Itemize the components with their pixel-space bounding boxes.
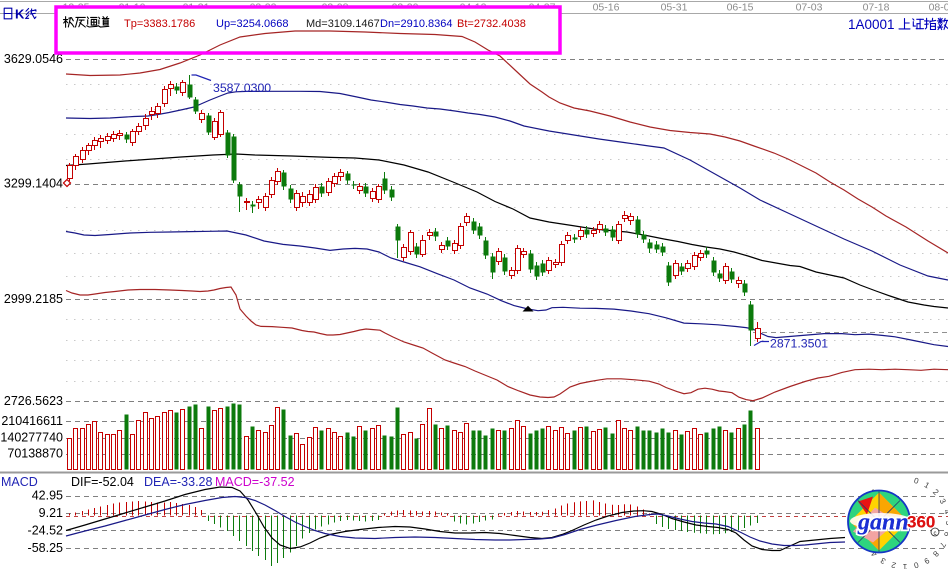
- svg-text:3587.0300: 3587.0300: [213, 81, 271, 95]
- svg-text:2: 2: [931, 487, 941, 497]
- svg-text:3: 3: [879, 555, 888, 565]
- svg-text:7: 7: [937, 541, 947, 550]
- svg-text:2871.3501: 2871.3501: [770, 337, 828, 351]
- svg-text:70138870: 70138870: [7, 447, 63, 461]
- svg-text:gann: gann: [857, 510, 909, 536]
- svg-text:360: 360: [907, 513, 935, 532]
- svg-text:4: 4: [942, 508, 948, 515]
- svg-text:1: 1: [923, 480, 932, 490]
- svg-text:Up=3254.0668: Up=3254.0668: [216, 18, 288, 30]
- svg-text:5: 5: [944, 521, 948, 526]
- svg-text:05-31: 05-31: [661, 2, 688, 14]
- svg-text:1A0001: 1A0001: [848, 17, 895, 32]
- svg-text:MACD: MACD: [1, 475, 38, 489]
- svg-text:6: 6: [942, 531, 948, 538]
- svg-text:-24.52: -24.52: [28, 524, 63, 538]
- svg-text:2999.2185: 2999.2185: [4, 292, 63, 306]
- svg-text:Bt=2732.4038: Bt=2732.4038: [457, 18, 526, 30]
- svg-text:0: 0: [912, 560, 919, 569]
- svg-text:42.95: 42.95: [32, 489, 63, 503]
- svg-text:07-03: 07-03: [796, 2, 823, 14]
- svg-text:2726.5623: 2726.5623: [4, 394, 63, 408]
- svg-text:MACD=-37.52: MACD=-37.52: [215, 475, 295, 489]
- svg-text:210416611: 210416611: [1, 414, 63, 428]
- svg-text:-58.25: -58.25: [28, 541, 63, 555]
- svg-text:360: 360: [907, 513, 935, 532]
- svg-text:2: 2: [890, 560, 897, 569]
- svg-text:06-15: 06-15: [727, 2, 754, 14]
- svg-text:140277740: 140277740: [0, 431, 63, 445]
- svg-text:Dn=2910.8364: Dn=2910.8364: [380, 18, 452, 30]
- svg-text:Tp=3383.1786: Tp=3383.1786: [124, 18, 195, 30]
- svg-text:0: 0: [913, 476, 920, 486]
- svg-text:1: 1: [902, 562, 907, 569]
- svg-text:8: 8: [931, 549, 941, 559]
- svg-text:9: 9: [922, 556, 931, 566]
- svg-text:K: K: [15, 7, 25, 22]
- svg-text:c: c: [934, 531, 937, 537]
- svg-text:DIF=-52.04: DIF=-52.04: [71, 475, 134, 489]
- svg-text:4: 4: [869, 549, 879, 559]
- svg-text:9.21: 9.21: [39, 506, 63, 520]
- svg-text:3629.0546: 3629.0546: [4, 52, 63, 66]
- svg-text:DEA=-33.28: DEA=-33.28: [144, 475, 212, 489]
- svg-text:05-16: 05-16: [593, 2, 620, 14]
- svg-text:gann: gann: [857, 510, 909, 536]
- svg-text:07-18: 07-18: [863, 2, 890, 14]
- svg-text:3299.1404: 3299.1404: [4, 177, 63, 191]
- svg-text:08-01: 08-01: [929, 2, 948, 14]
- svg-text:Md=3109.1467: Md=3109.1467: [306, 18, 380, 30]
- svg-text:3: 3: [938, 497, 948, 506]
